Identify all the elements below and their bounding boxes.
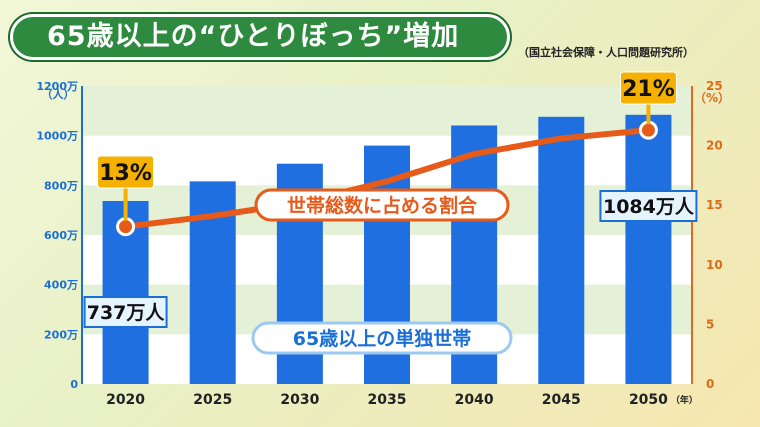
x-tick-label: 2030 (280, 392, 319, 408)
x-tick-label: 2040 (455, 392, 494, 408)
x-tick-label: 2020 (106, 392, 145, 408)
right-axis-unit: （%） (694, 90, 730, 105)
left-tick-label: 200万 (44, 328, 78, 341)
x-axis-unit: （年） (671, 394, 698, 406)
x-tick-label: 2035 (368, 392, 407, 408)
line-point (116, 217, 136, 237)
grid-band (82, 86, 692, 136)
line-series-label-box (254, 188, 510, 222)
x-tick-label: 2025 (193, 392, 232, 408)
line-series-label: 世帯総数に占める割合 (254, 188, 510, 222)
bar (625, 114, 672, 384)
right-tick-label: 0 (706, 377, 714, 391)
axes: 0200万400万600万800万1000万1200万（人）0510152025… (36, 79, 730, 408)
bar-series-label-text: 65歳以上の単独世帯 (293, 327, 471, 350)
value-label-text: 737万人 (87, 302, 166, 324)
right-tick-label: 15 (706, 198, 723, 212)
right-tick-label: 25 (706, 79, 723, 93)
x-tick-label: 2050 (629, 392, 668, 408)
bar-series-label-box (251, 321, 513, 355)
right-tick-label: 10 (706, 258, 723, 272)
left-tick-label: 1000万 (36, 130, 78, 143)
left-tick-label: 400万 (44, 279, 78, 292)
line-series (116, 120, 658, 237)
value-label-box (599, 190, 698, 222)
callout-box (619, 71, 677, 105)
right-tick-label: 20 (706, 139, 723, 153)
line-series-label-text: 世帯総数に占める割合 (287, 194, 478, 217)
left-tick-label: 800万 (44, 179, 78, 192)
value-label-box (83, 296, 168, 328)
left-tick-label: 0 (70, 378, 78, 391)
line-point (638, 120, 658, 140)
left-axis-unit: （人） (42, 87, 75, 101)
right-tick-label: 5 (706, 317, 714, 331)
callout-box (97, 155, 155, 189)
left-tick-label: 1200万 (36, 80, 78, 93)
x-tick-label: 2045 (542, 392, 581, 408)
value-label-text: 1084万人 (603, 196, 695, 218)
series-line (125, 127, 649, 230)
callout-text: 13% (99, 161, 152, 186)
callouts: 13% 21% 737万人 1084万人 (83, 71, 698, 328)
bar (538, 116, 585, 384)
source-note: （国立社会保障・人口問題研究所） (518, 46, 694, 59)
series-labels: 世帯総数に占める割合 65歳以上の単独世帯 (251, 188, 513, 355)
page-title: 65歳以上の“ひとりぼっち”増加 (10, 14, 510, 60)
left-tick-label: 600万 (44, 229, 78, 242)
callout-text: 21% (622, 77, 675, 102)
bar-series-label: 65歳以上の単独世帯 (251, 321, 513, 355)
